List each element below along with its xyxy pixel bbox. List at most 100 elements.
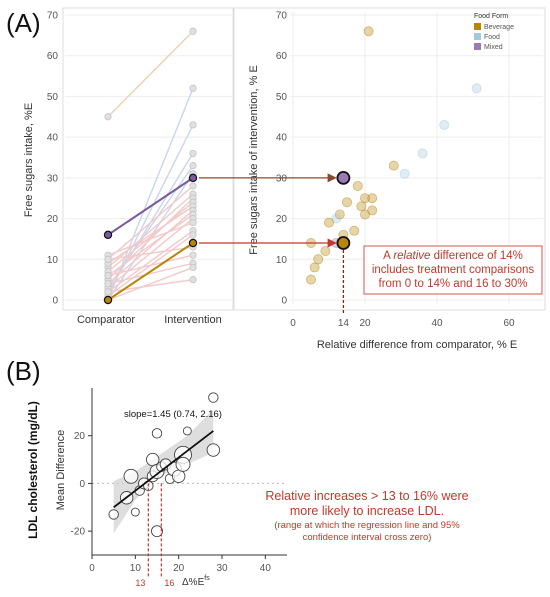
- series-point: [104, 271, 112, 280]
- scatter-point: [349, 225, 360, 236]
- series-line: [107, 262, 194, 285]
- y-tick-label: 0: [79, 479, 85, 490]
- series-point: [189, 263, 197, 272]
- scatter-point: [323, 217, 334, 228]
- scatter-points: [305, 26, 482, 285]
- y-tick-label: -20: [71, 527, 86, 538]
- b-y-axis-sublabel: Mean Difference: [55, 430, 67, 511]
- ldl-note-line3: (range at which the regression line and …: [274, 520, 460, 531]
- series-line: [107, 266, 194, 301]
- x-tick-label: 0: [290, 318, 296, 329]
- series-point: [104, 288, 112, 296]
- left-y-tick-labels: 0 10 20 30 40 50 60 70: [47, 11, 59, 307]
- x-tick-highlight: 14: [338, 318, 350, 329]
- series-point: [103, 230, 113, 240]
- scatter-point: [352, 180, 363, 191]
- y-tick-label: 0: [52, 296, 58, 307]
- right-y-axis-label: Free sugars intake of intervention, % E: [248, 65, 260, 255]
- x-tick-label: 20: [173, 563, 185, 574]
- series-point: [189, 231, 197, 239]
- series-line: [107, 213, 194, 277]
- series-point: [104, 255, 112, 263]
- x-tick-label: 30: [216, 563, 228, 574]
- regression-line: [113, 430, 214, 509]
- food-form-legend: Food Form Beverage Food Mixed: [474, 13, 514, 51]
- series-point: [189, 84, 197, 92]
- left-y-axis-label: Free sugars intake, %E: [23, 103, 35, 217]
- legend-label-food: Food: [484, 34, 500, 41]
- series-line: [107, 221, 194, 256]
- y-tick-label: 70: [47, 11, 59, 22]
- slope-label: slope=1.45 (0.74, 2.16): [124, 409, 222, 420]
- relative-difference-note-box: [363, 245, 543, 295]
- series-point: [188, 173, 198, 183]
- series-point: [104, 113, 112, 121]
- scatter-point: [439, 119, 450, 130]
- y-tick-label: 10: [47, 255, 59, 266]
- study-bubble: [130, 507, 140, 517]
- scatter-point: [417, 148, 428, 159]
- series-line: [107, 177, 194, 236]
- series-point: [189, 121, 197, 129]
- relative-difference-note-line3: from 0 to 14% and 16 to 30%: [379, 278, 528, 290]
- series-line: [107, 246, 194, 260]
- right-x-tick-labels: 0 20 40 60 14: [290, 318, 515, 329]
- x-category-comparator: Comparator: [77, 314, 135, 326]
- right-y-tick-labels: 0 10 20 30 40 50 60 70: [276, 11, 288, 307]
- study-bubble: [182, 426, 192, 436]
- relative-difference-scatter: 0 10 20 30 40 50 60 70 0 20 40 60 14 Free sugars in…: [233, 7, 546, 351]
- series-point: [189, 162, 197, 170]
- scatter-point: [359, 193, 370, 204]
- study-bubble: [171, 469, 186, 483]
- highlight-point: [336, 170, 351, 185]
- y-tick-label: 40: [47, 133, 59, 144]
- series-point: [104, 280, 112, 288]
- y-tick-label: 30: [47, 173, 59, 184]
- b-y-axis-label: LDL cholesterol (mg/dL): [26, 401, 40, 539]
- right-plot-frame: [233, 7, 546, 311]
- highlight-point: [336, 236, 351, 250]
- x-category-intervention: Intervention: [164, 314, 221, 326]
- y-tick-label: 60: [47, 51, 59, 62]
- y-tick-label: 20: [47, 214, 59, 225]
- study-bubble: [151, 525, 163, 538]
- series-point: [189, 182, 197, 190]
- connecting-arrows: [199, 173, 345, 313]
- study-bubble: [206, 443, 221, 457]
- series-line: [107, 254, 194, 277]
- scatter-point: [399, 168, 410, 179]
- scatter-point: [356, 201, 367, 212]
- left-plot-frame: [62, 7, 234, 311]
- study-bubble: [175, 456, 191, 472]
- scatter-point: [334, 209, 345, 220]
- x-tick-label: 0: [89, 563, 95, 574]
- study-bubble: [108, 509, 119, 520]
- ldl-note-line1: Relative increases > 13 to 16% were: [265, 489, 468, 503]
- ldl-regression-chart: -20 0 20 0 10 20 30 40 13 16 slope=1.45 (0.74, …: [26, 388, 469, 588]
- series-point: [103, 295, 113, 305]
- series-line: [107, 30, 194, 118]
- ldl-note-line4: confidence interval cross zero): [303, 532, 432, 543]
- scatter-point: [320, 246, 331, 257]
- series-point: [189, 149, 197, 158]
- legend-swatch-beverage: [474, 23, 481, 30]
- study-bubble: [151, 428, 163, 439]
- series-line: [107, 185, 194, 260]
- right-x-axis-label: Relative difference from comparator, % E: [317, 339, 517, 351]
- study-bubble: [123, 468, 139, 484]
- y-tick-label: 40: [276, 133, 288, 144]
- paired-lines: [107, 30, 194, 301]
- series-line: [107, 193, 194, 268]
- ldl-note-line2: more likely to increase LDL.: [290, 504, 444, 518]
- study-bubbles: [108, 392, 221, 538]
- series-point: [188, 238, 198, 248]
- b-x-tick-labels: 0 10 20 30 40: [89, 555, 271, 574]
- y-tick-label: 60: [276, 51, 288, 62]
- series-point: [189, 251, 197, 259]
- legend-swatch-food: [474, 33, 481, 40]
- scatter-point: [367, 193, 378, 204]
- scatter-point: [305, 274, 316, 285]
- scatter-point: [313, 254, 324, 265]
- x-tick-label: 40: [431, 318, 443, 329]
